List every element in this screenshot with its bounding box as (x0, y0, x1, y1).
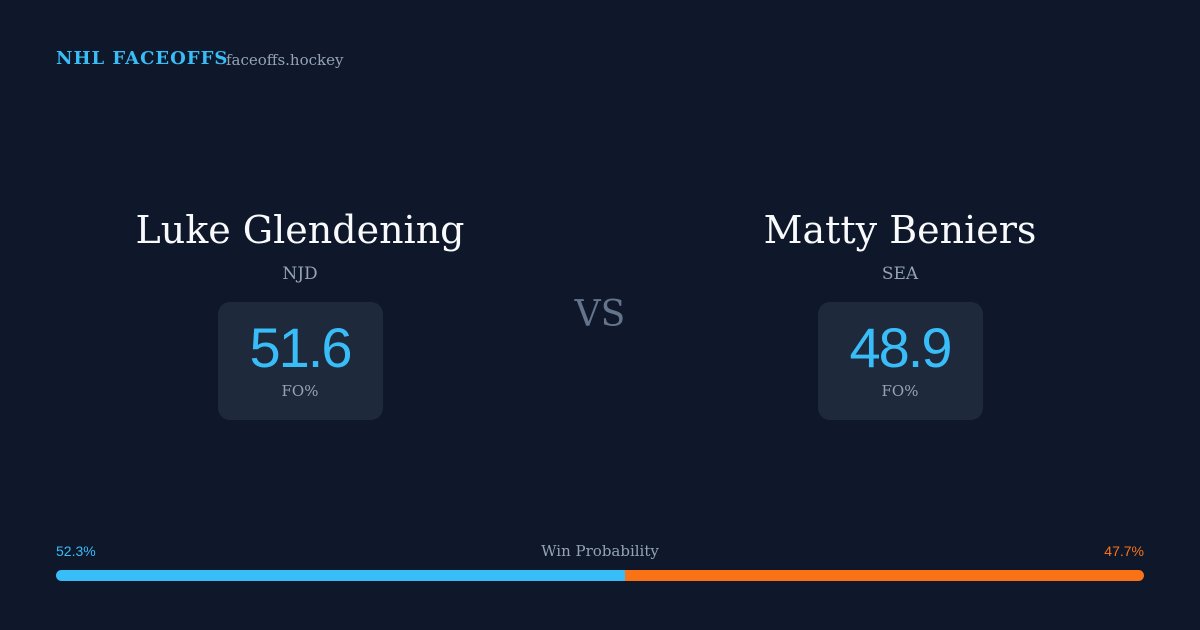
fo-value: 51.6 (249, 316, 353, 379)
player-panel: Matty Beniers SEA 48.9 FO% (600, 200, 1200, 420)
brand: NHL FACEOFFS (56, 48, 229, 69)
player-name: Luke Glendening (135, 208, 465, 252)
fo-value: 48.9 (849, 316, 953, 379)
win-prob-left: 52.3% (56, 543, 96, 559)
stat-card: 51.6 FO% (217, 302, 383, 420)
team: SEA (881, 264, 919, 284)
fo-label: FO% (881, 382, 919, 400)
player-name: Matty Beniers (763, 208, 1037, 252)
stat-card: 48.9 FO% (817, 302, 983, 420)
win-prob-title: Win Probability (541, 542, 659, 560)
fo-label: FO% (281, 382, 319, 400)
win-prob-bar (56, 570, 1144, 581)
team: NJD (282, 264, 318, 284)
win-prob-right: 47.7% (1104, 543, 1144, 559)
win-prob-segment (56, 570, 626, 581)
site-name: faceoffs.hockey (226, 51, 344, 69)
player-panel: Luke Glendening NJD 51.6 FO% (0, 200, 600, 420)
vs: VS (574, 294, 626, 335)
win-prob-segment (625, 570, 1144, 581)
